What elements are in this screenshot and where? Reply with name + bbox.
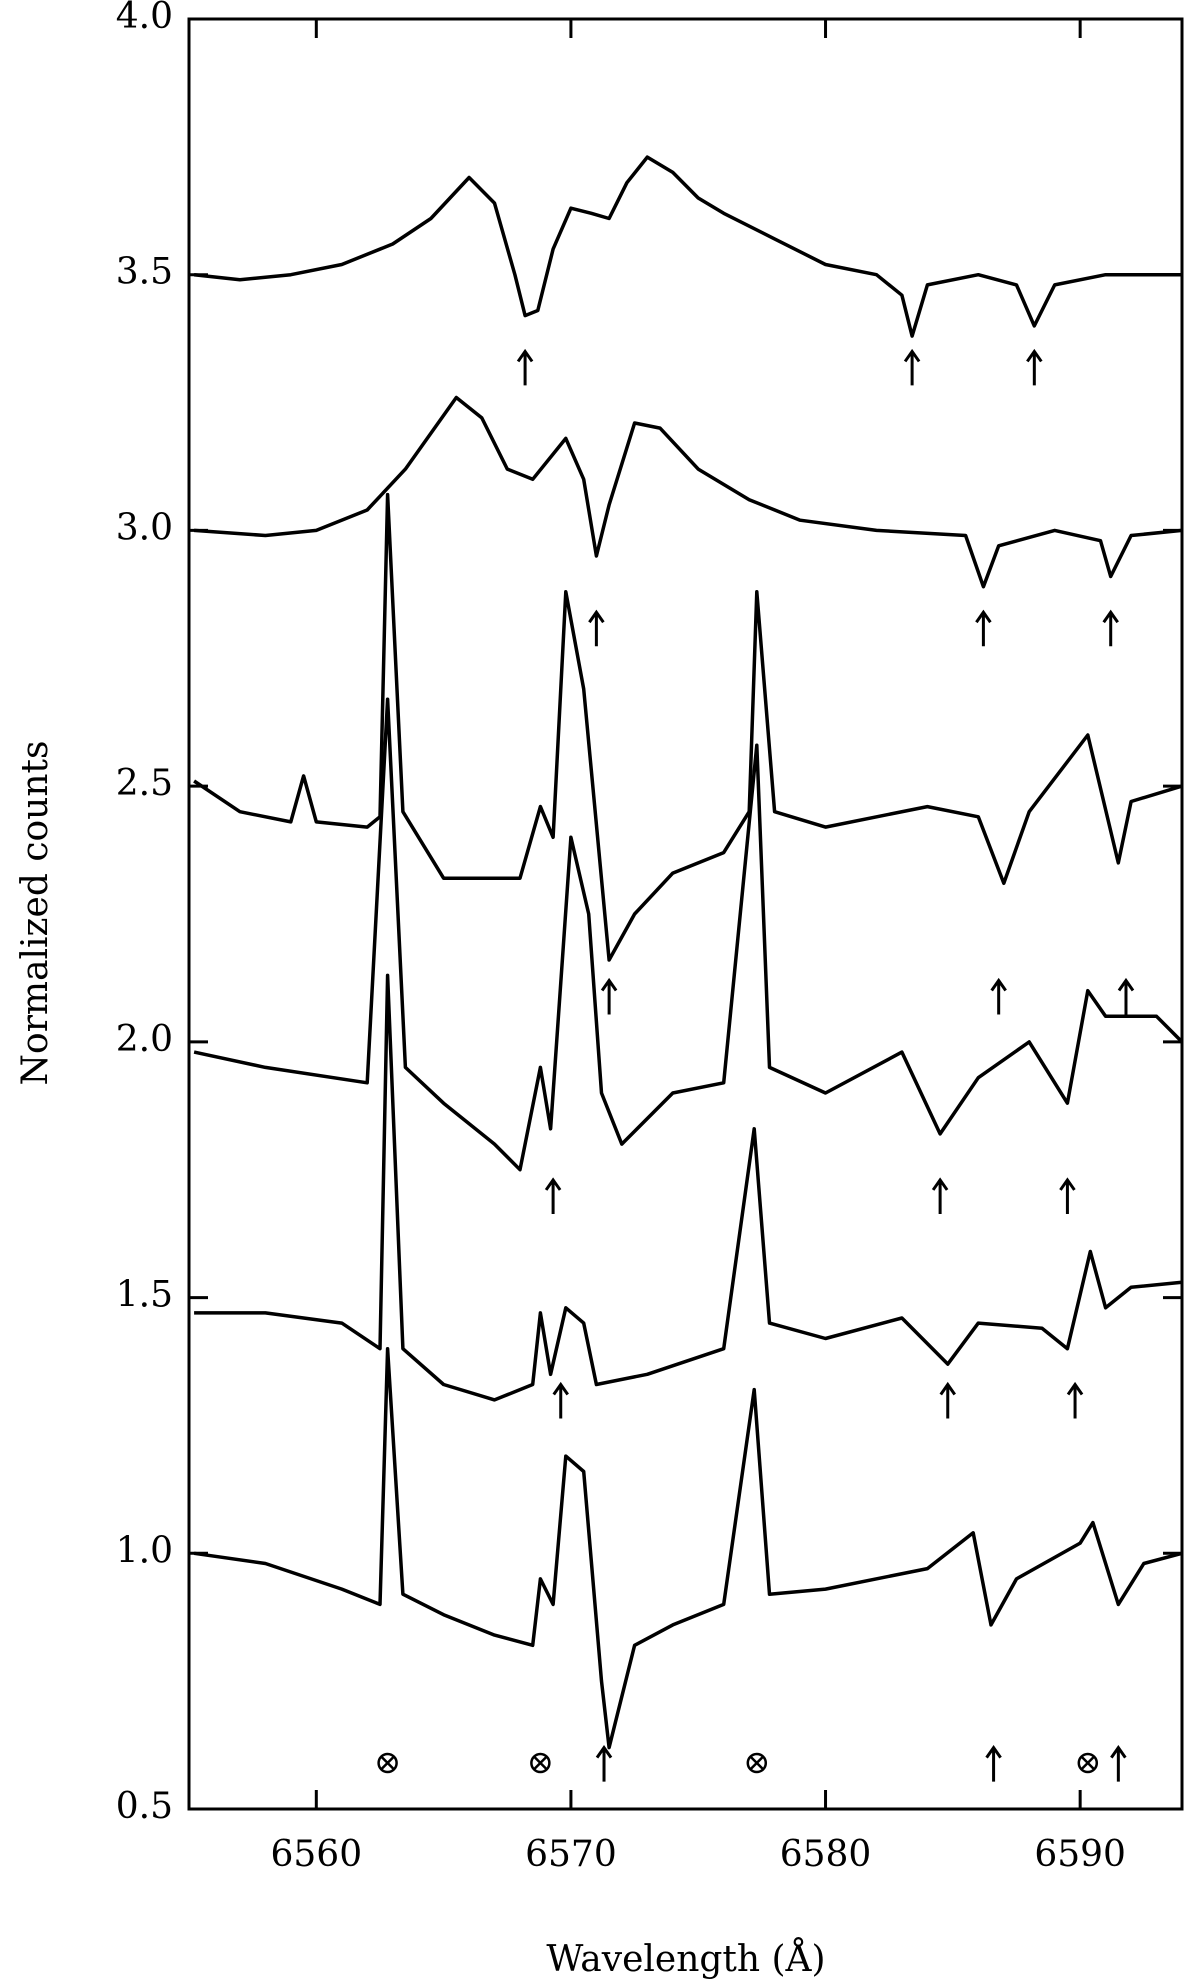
arrow-shape [1066,1381,1084,1419]
arrow-shape [990,977,1007,1015]
arrow-marker [516,348,534,386]
arrow-marker [1117,977,1135,1015]
arrow-shape [1110,1745,1127,1782]
y-tick-label: 1.5 [116,1275,173,1316]
arrow-shape [516,348,534,386]
x-tick-label: 6590 [1034,1834,1126,1875]
arrow-shape [588,609,605,647]
telluric-cross [380,1755,395,1771]
arrow-marker [939,1381,956,1419]
arrow-marker [600,977,618,1015]
arrow-shape [595,1745,613,1782]
arrow-marker [544,1177,562,1214]
x-axis-label: Wavelength (Å) [546,1938,825,1980]
telluric-marker [377,1752,398,1774]
telluric-marker [1077,1752,1099,1774]
x-tick-label: 6560 [270,1834,362,1875]
spectrum-line [193,395,1183,589]
spectrum-line [193,155,1182,338]
telluric-circle [377,1752,398,1774]
y-axis-label: Normalized counts [15,741,56,1086]
telluric-circle [530,1752,551,1774]
arrow-marker [1059,1177,1076,1214]
arrow-marker [552,1381,569,1419]
y-tick-label: 4.0 [116,0,173,37]
y-tick-label: 1.0 [116,1530,173,1571]
spectrum-line [193,1346,1183,1750]
arrow-marker [990,977,1007,1015]
y-tick-label: 2.5 [116,763,173,804]
arrow-shape [1102,609,1119,647]
arrow-shape [544,1177,562,1214]
arrow-shape [600,977,618,1015]
arrow-marker [1110,1745,1127,1782]
y-tick-label: 0.5 [116,1786,173,1827]
arrow-shape [939,1381,956,1419]
plot-frame [187,17,1184,1811]
arrow-marker [985,1745,1002,1782]
arrow-marker [1066,1381,1084,1419]
x-tick-label: 6570 [525,1834,617,1875]
arrow-shape [931,1177,949,1214]
arrow-shape [903,348,921,386]
arrow-marker [1102,609,1119,647]
arrow-shape [985,1745,1002,1782]
arrow-marker [931,1177,949,1214]
spectrum-line [193,492,1183,962]
spectrum-line [194,973,1183,1402]
arrow-marker [975,609,992,647]
arrow-marker [903,348,921,386]
telluric-marker [530,1752,551,1774]
arrow-marker [1026,348,1043,386]
telluric-cross [533,1755,548,1771]
telluric-circle [1077,1752,1099,1774]
arrow-marker [588,609,605,647]
y-tick-label: 3.5 [116,252,173,293]
telluric-cross [749,1755,764,1771]
arrow-shape [552,1381,569,1419]
x-tick-label: 6580 [780,1834,872,1875]
arrow-shape [1059,1177,1076,1214]
y-tick-label: 2.0 [116,1019,173,1060]
arrow-marker [595,1745,613,1782]
telluric-circle [746,1752,768,1774]
telluric-cross [1080,1755,1095,1771]
arrow-shape [975,609,992,647]
arrow-shape [1117,977,1135,1015]
telluric-marker [746,1752,768,1774]
spectrum-line [193,697,1184,1172]
y-tick-label: 3.0 [116,507,173,548]
arrow-shape [1026,348,1043,386]
